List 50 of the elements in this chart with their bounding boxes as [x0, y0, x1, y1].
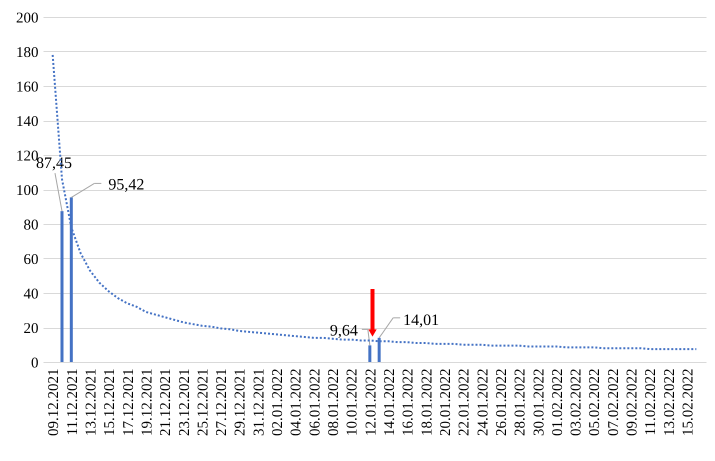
x-tick-label: 13.02.2022 — [662, 368, 678, 436]
x-tick-label: 08.01.2022 — [326, 368, 342, 436]
y-tick-label: 20 — [24, 321, 38, 337]
x-tick-label: 23.12.2021 — [176, 368, 193, 436]
x-tick-label: 13.12.2021 — [83, 368, 100, 436]
y-tick-label: 200 — [16, 10, 38, 26]
x-tick-label: 15.02.2022 — [680, 368, 697, 436]
x-tick-label: 26.01.2022 — [494, 368, 510, 436]
x-tick-label: 09.02.2022 — [624, 368, 641, 436]
x-tick-label: 01.02.2022 — [550, 368, 566, 436]
y-tick-label: 140 — [16, 114, 38, 130]
x-tick-label: 29.12.2021 — [232, 368, 249, 436]
x-tick-label: 22.01.2022 — [456, 368, 473, 436]
y-tick-label: 80 — [24, 218, 38, 234]
x-tick-label: 15.12.2021 — [102, 368, 118, 436]
bar — [368, 345, 372, 362]
x-tick-label: 21.12.2021 — [158, 368, 174, 436]
x-tick-label: 05.02.2022 — [587, 368, 604, 436]
x-tick-label: 12.01.2022 — [363, 368, 380, 436]
x-tick-label: 20.01.2022 — [438, 368, 454, 436]
x-tick-label: 24.01.2022 — [475, 368, 492, 436]
x-tick-label: 27.12.2021 — [214, 368, 230, 436]
data-label: 14,01 — [403, 312, 440, 329]
y-tick-label: 180 — [16, 45, 38, 61]
y-tick-label: 160 — [16, 80, 38, 96]
x-tick-label: 16.01.2022 — [400, 368, 417, 436]
x-tick-label: 04.01.2022 — [288, 368, 305, 436]
data-label: 9,64 — [330, 322, 358, 340]
x-tick-label: 18.01.2022 — [419, 368, 436, 436]
y-tick-label: 60 — [24, 252, 38, 268]
x-tick-label: 09.12.2021 — [46, 368, 62, 436]
y-tick-label: 100 — [16, 183, 38, 199]
x-tick-label: 14.01.2022 — [382, 368, 398, 436]
x-tick-label: 07.02.2022 — [606, 368, 622, 436]
x-tick-label: 10.01.2022 — [344, 368, 361, 436]
x-tick-label: 25.12.2021 — [195, 368, 212, 436]
y-tick-label: 0 — [31, 356, 38, 372]
x-tick-label: 11.12.2021 — [64, 368, 81, 436]
x-tick-label: 30.01.2022 — [531, 368, 548, 436]
x-tick-label: 02.01.2022 — [270, 368, 286, 436]
bar — [60, 211, 64, 362]
y-tick-label: 40 — [24, 286, 38, 302]
x-tick-label: 31.12.2021 — [251, 368, 268, 436]
x-tick-label: 19.12.2021 — [139, 368, 156, 436]
x-tick-label: 17.12.2021 — [120, 368, 137, 436]
x-tick-label: 03.02.2022 — [568, 368, 585, 436]
x-tick-label: 28.01.2022 — [512, 368, 529, 436]
x-tick-label: 11.02.2022 — [643, 368, 660, 436]
data-label: 95,42 — [108, 176, 144, 194]
x-tick-label: 06.01.2022 — [307, 368, 324, 436]
